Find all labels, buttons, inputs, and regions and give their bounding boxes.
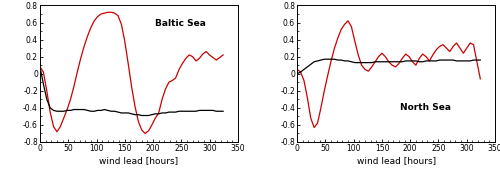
X-axis label: wind lead [hours]: wind lead [hours] [100,156,178,165]
X-axis label: wind lead [hours]: wind lead [hours] [356,156,436,165]
Text: Baltic Sea: Baltic Sea [154,19,206,28]
Text: North Sea: North Sea [400,103,451,112]
